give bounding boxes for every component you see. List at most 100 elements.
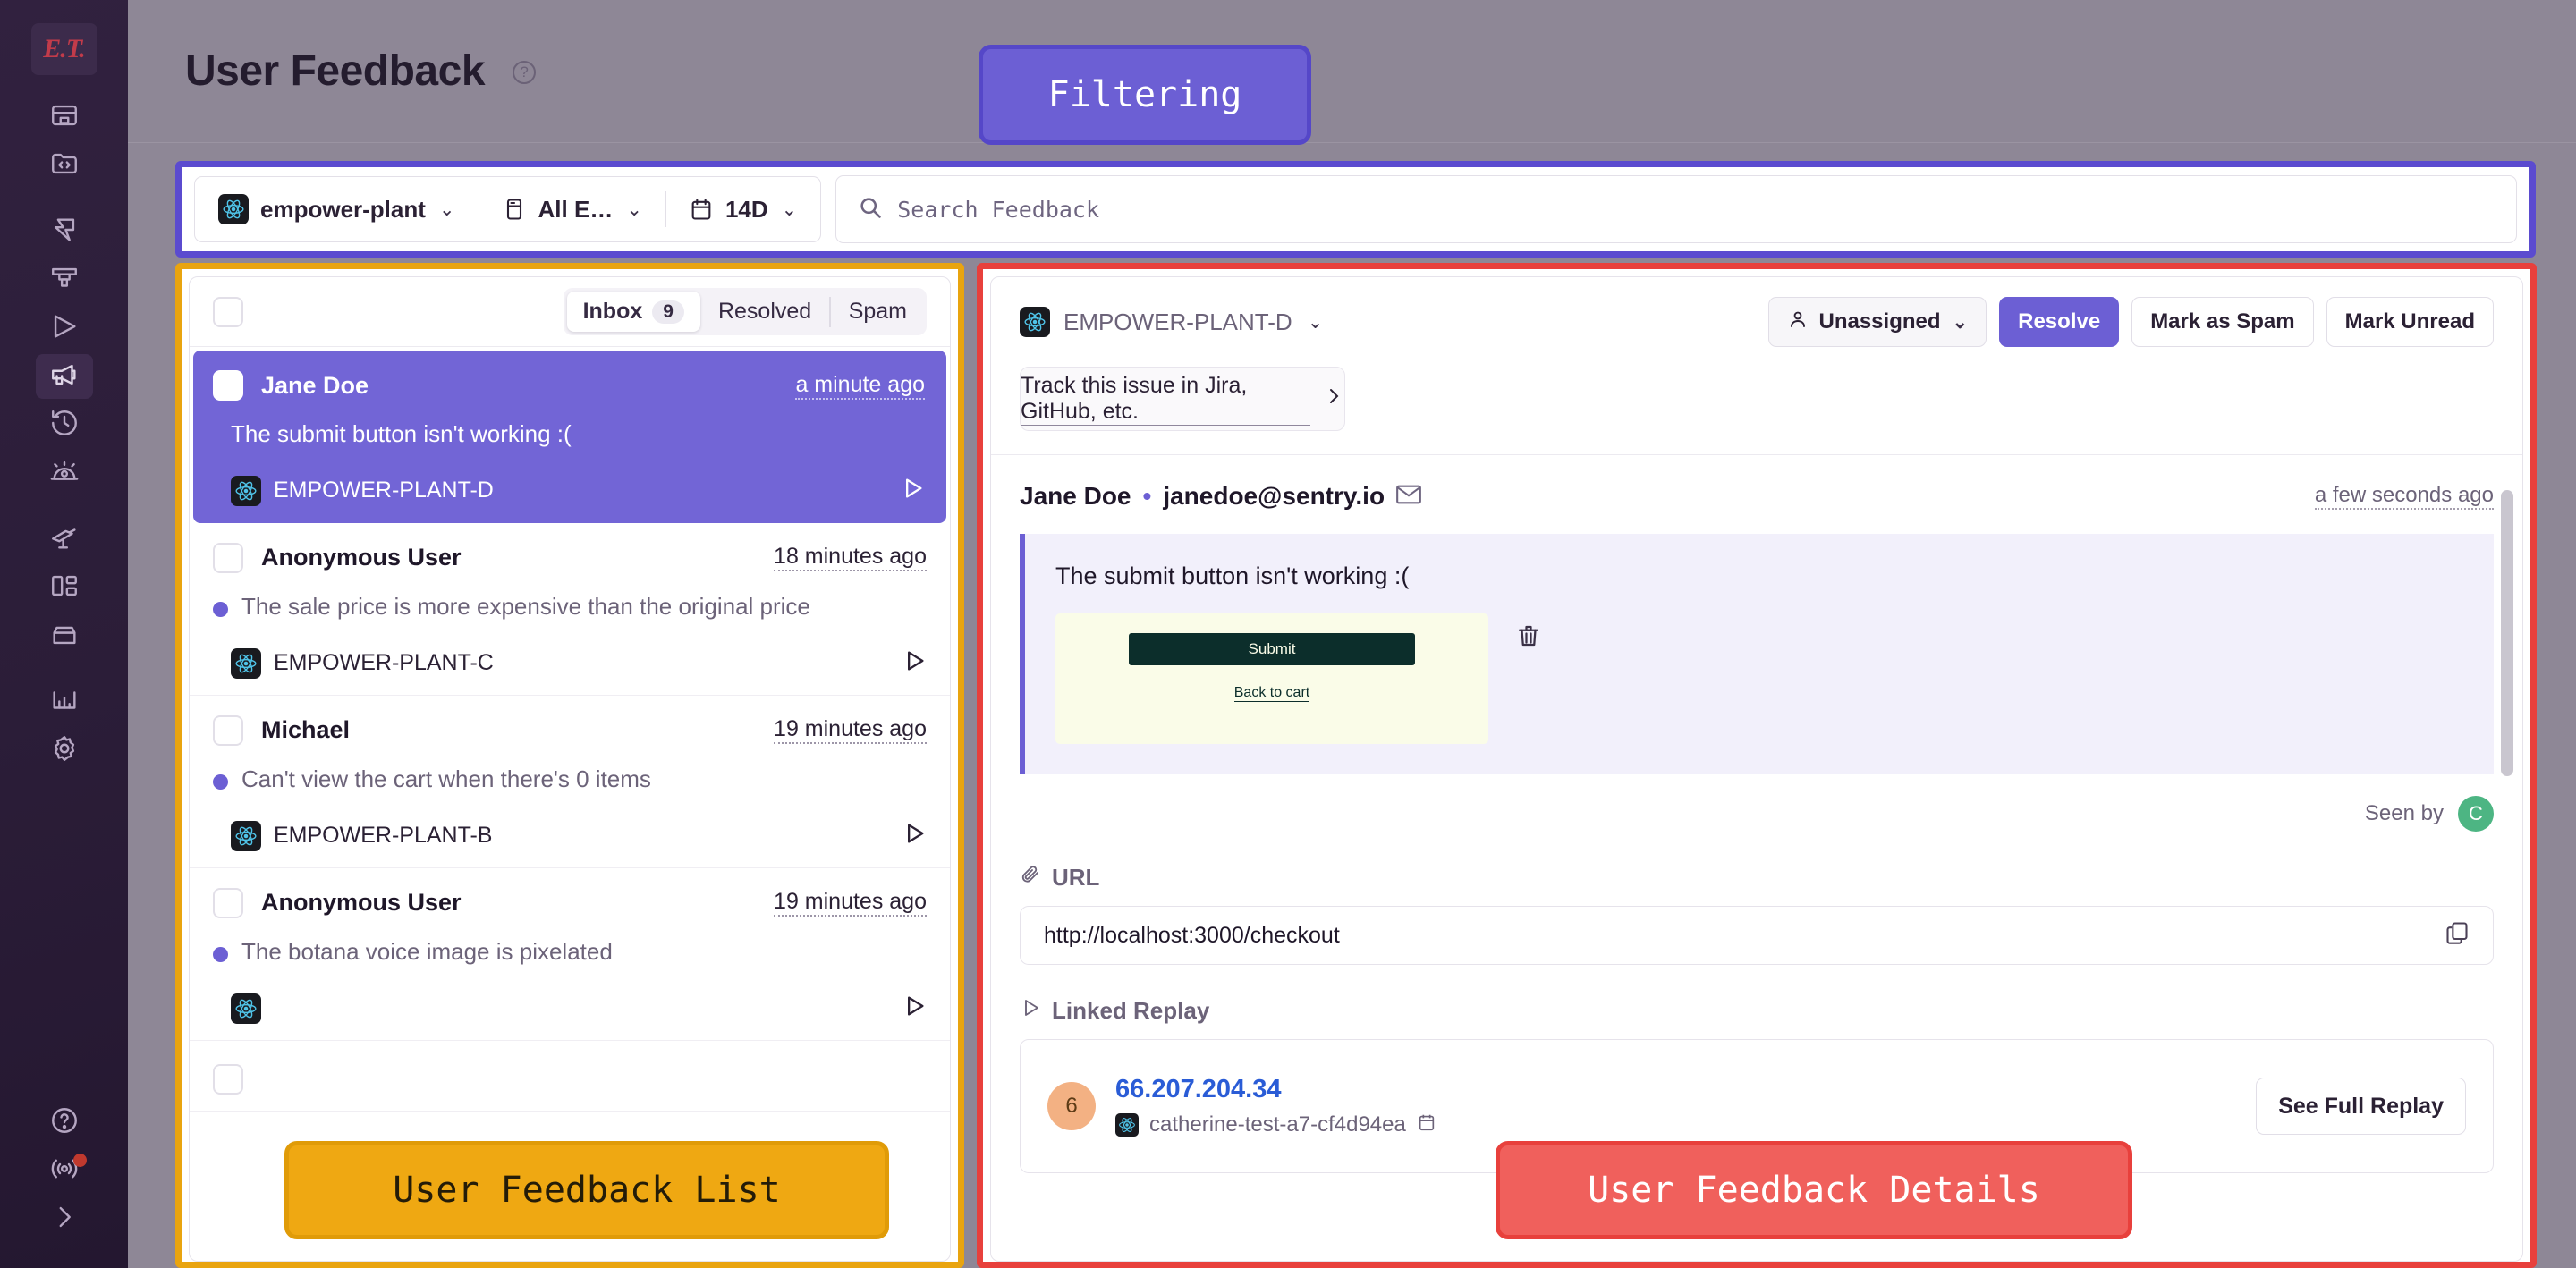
- list-item[interactable]: Jane Doe a minute ago The submit button …: [193, 351, 946, 523]
- list-tabs: Inbox 9 Resolved Spam: [563, 288, 927, 335]
- sidebar-item-broadcasts[interactable]: [36, 1148, 93, 1193]
- datetime-filter[interactable]: 14D ⌄: [665, 177, 820, 241]
- list-toolbar: Inbox 9 Resolved Spam: [190, 277, 950, 347]
- tab-resolved-label: Resolved: [717, 299, 812, 324]
- issues-icon: [49, 100, 80, 135]
- linked-replay-label: Linked Replay: [1052, 997, 1210, 1024]
- see-full-replay-button[interactable]: See Full Replay: [2256, 1078, 2466, 1135]
- settings-gear-icon: [49, 733, 80, 768]
- item-checkbox[interactable]: [213, 542, 243, 573]
- linked-replay-card[interactable]: 6 66.207.204.34 catherine-tes: [1020, 1039, 2494, 1173]
- screenshot-submit-button: Submit: [1129, 633, 1415, 665]
- item-timestamp: 18 minutes ago: [774, 544, 927, 572]
- environment-filter[interactable]: All E… ⌄: [478, 177, 665, 241]
- sidebar-item-performance[interactable]: [36, 209, 93, 254]
- chevron-right-icon: [1323, 385, 1344, 413]
- list-item[interactable]: Michael 19 minutes ago Can't view the ca…: [190, 696, 950, 868]
- detail-project-label: EMPOWER-PLANT-D: [1063, 308, 1292, 335]
- sidebar-item-stats[interactable]: [36, 680, 93, 724]
- play-triangle-icon[interactable]: [902, 993, 927, 1023]
- callout-user-feedback-list: User Feedback List: [284, 1141, 889, 1239]
- item-checkbox[interactable]: [213, 370, 243, 401]
- tab-resolved[interactable]: Resolved: [702, 292, 827, 332]
- item-project: EMPOWER-PLANT-D: [231, 475, 494, 506]
- track-issue-label: Track this issue in Jira, GitHub, etc.: [1021, 373, 1310, 426]
- item-checkbox[interactable]: [213, 1063, 243, 1095]
- author-separator: •: [1142, 482, 1152, 510]
- callout-filtering-label: Filtering: [1047, 74, 1242, 115]
- replays-play-icon: [49, 311, 80, 346]
- broadcast-badge: [72, 1154, 87, 1167]
- replay-subtitle: catherine-test-a7-cf4d94ea: [1115, 1112, 1436, 1138]
- list-item[interactable]: [190, 1041, 950, 1112]
- user-avatar-icon: [1787, 309, 1809, 336]
- calendar-icon: [689, 197, 714, 222]
- environment-icon: [502, 197, 527, 222]
- react-logo-icon: [231, 820, 261, 851]
- sidebar-item-crons[interactable]: [36, 402, 93, 447]
- list-item[interactable]: Anonymous User 19 minutes ago The botana…: [190, 868, 950, 1041]
- replay-section-label: Linked Replay: [1020, 997, 2494, 1025]
- item-author: Anonymous User: [261, 544, 462, 571]
- project-filter-label: empower-plant: [260, 195, 426, 223]
- mark-as-spam-button[interactable]: Mark as Spam: [2131, 297, 2314, 347]
- detail-project[interactable]: EMPOWER-PLANT-D ⌄: [1020, 307, 1323, 337]
- trash-icon[interactable]: [1515, 622, 1542, 654]
- url-section-label: URL: [1020, 864, 2494, 892]
- play-triangle-icon[interactable]: [900, 476, 925, 505]
- callout-user-feedback-details: User Feedback Details: [1496, 1141, 2132, 1239]
- question-mark-circle-icon[interactable]: ?: [512, 61, 536, 84]
- feedback-message-box: The submit button isn't working :( Submi…: [1020, 534, 2494, 774]
- detail-scrollbar[interactable]: [2501, 490, 2513, 776]
- filter-bar: empower-plant ⌄ All E… ⌄ 14D ⌄ Search Fe…: [175, 161, 2536, 258]
- tab-inbox[interactable]: Inbox 9: [566, 292, 700, 332]
- assignee-selector[interactable]: Unassigned ⌄: [1768, 297, 1987, 347]
- detail-author-email: janedoe@sentry.io: [1163, 482, 1385, 510]
- url-field[interactable]: http://localhost:3000/checkout: [1020, 906, 2494, 965]
- item-author: Jane Doe: [261, 371, 369, 399]
- chevron-down-icon: ⌄: [1952, 311, 1969, 333]
- item-checkbox[interactable]: [213, 887, 243, 918]
- sidebar-item-settings[interactable]: [36, 728, 93, 773]
- page-title-text: User Feedback: [185, 47, 486, 95]
- mark-unread-button[interactable]: Mark Unread: [2326, 297, 2494, 347]
- tab-inbox-count: 9: [652, 300, 684, 324]
- item-timestamp: a minute ago: [795, 372, 925, 400]
- sidebar-collapse-toggle[interactable]: [36, 1196, 93, 1241]
- copy-icon[interactable]: [2445, 920, 2470, 951]
- url-label: URL: [1052, 864, 1100, 891]
- sidebar-item-user-feedback[interactable]: [35, 354, 93, 399]
- sidebar-item-releases[interactable]: [36, 613, 93, 658]
- sentry-logo[interactable]: E.T.: [30, 23, 97, 75]
- detail-timestamp: a few seconds ago: [2314, 483, 2494, 510]
- unread-dot: [213, 601, 228, 617]
- sidebar-item-replays[interactable]: [36, 306, 93, 351]
- select-all-checkbox[interactable]: [213, 296, 243, 327]
- resolve-button[interactable]: Resolve: [1999, 297, 2120, 347]
- sidebar-item-issues[interactable]: [36, 95, 93, 139]
- search-icon: [858, 195, 883, 224]
- envelope-icon[interactable]: [1396, 482, 1421, 511]
- chevron-down-icon: ⌄: [1307, 311, 1324, 333]
- tab-inbox-label: Inbox: [582, 299, 643, 324]
- search-input[interactable]: Search Feedback: [835, 175, 2517, 243]
- item-message: The submit button isn't working :(: [231, 420, 572, 447]
- screenshot-attachment[interactable]: Submit Back to cart: [1055, 613, 1488, 744]
- sidebar-item-discover[interactable]: [36, 517, 93, 562]
- react-logo-icon: [1115, 1113, 1139, 1137]
- play-triangle-icon[interactable]: [902, 648, 927, 678]
- resolve-label: Resolve: [2018, 309, 2101, 334]
- list-item[interactable]: Anonymous User 18 minutes ago The sale p…: [190, 523, 950, 696]
- sidebar-item-alerts[interactable]: [36, 451, 93, 495]
- sidebar-item-profiling[interactable]: [36, 258, 93, 302]
- item-checkbox[interactable]: [213, 714, 243, 746]
- avatar[interactable]: C: [2458, 796, 2494, 832]
- sidebar-item-help[interactable]: [36, 1100, 93, 1145]
- play-triangle-icon[interactable]: [902, 821, 927, 850]
- project-filter[interactable]: empower-plant ⌄: [195, 177, 479, 241]
- sidebar-item-projects[interactable]: [36, 143, 93, 188]
- sidebar-item-dashboards[interactable]: [36, 565, 93, 610]
- see-full-replay-label: See Full Replay: [2278, 1093, 2444, 1119]
- tab-spam[interactable]: Spam: [833, 292, 923, 332]
- track-issue-button[interactable]: Track this issue in Jira, GitHub, etc.: [1020, 367, 1345, 431]
